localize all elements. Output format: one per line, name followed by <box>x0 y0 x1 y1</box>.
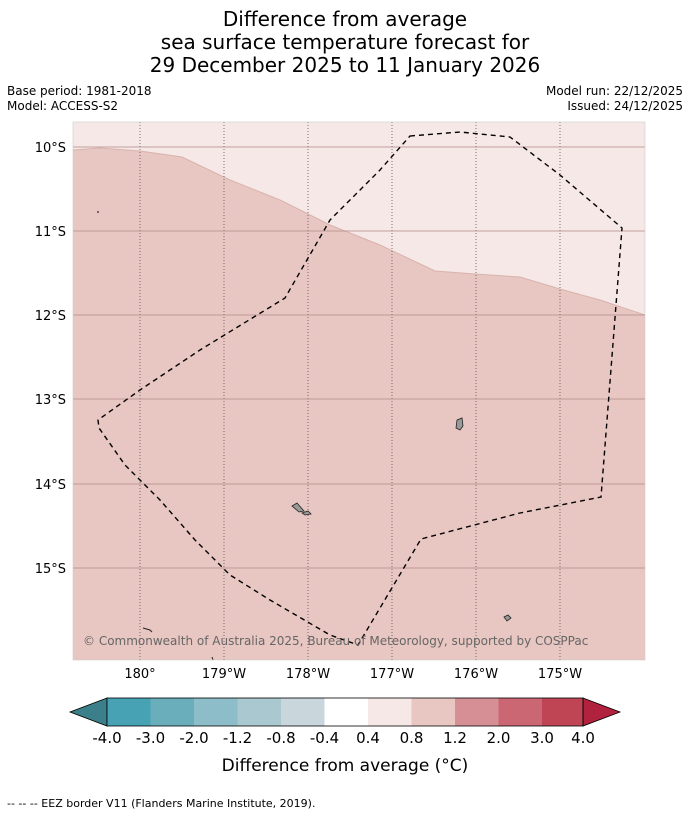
colorbar-tick-label: -3.0 <box>136 729 165 747</box>
colorbar-label: Difference from average (°C) <box>221 756 469 776</box>
title-line-2: sea surface temperature forecast for <box>160 30 530 54</box>
copyright-text: © Commonwealth of Australia 2025, Bureau… <box>83 634 588 648</box>
colorbar-band <box>324 698 368 726</box>
island-northeast <box>455 417 464 431</box>
colorbar-band <box>237 698 281 726</box>
colorbar-tick-label: -0.4 <box>310 729 339 747</box>
lat-label-12s: 12°S <box>35 309 66 324</box>
island-southeast <box>503 614 512 622</box>
lon-labels: 180° 179°W 178°W 177°W 176°W 175°W <box>124 667 582 682</box>
colorbar-band <box>194 698 238 726</box>
colorbar-band <box>281 698 325 726</box>
lon-label-178w: 178°W <box>286 667 330 682</box>
colorbar-extend-min <box>68 697 108 727</box>
colorbar-band <box>368 698 412 726</box>
colorbar-tick-label: -0.8 <box>266 729 295 747</box>
island-southwest <box>142 627 153 633</box>
lon-label-176w: 176°W <box>454 667 498 682</box>
model-name: Model: ACCESS-S2 <box>7 99 119 113</box>
colorbar-band <box>411 698 455 726</box>
colorbar-tick-label: 3.0 <box>530 729 554 747</box>
meta-right: Model run: 22/12/2025 Issued: 24/12/2025 <box>546 84 683 114</box>
colorbar-tick-label: 1.2 <box>443 729 467 747</box>
band-boundary <box>73 147 645 316</box>
lat-labels: 10°S 11°S 12°S 13°S 14°S 15°S <box>35 141 66 577</box>
colorbar <box>68 697 622 727</box>
lon-label-179w: 179°W <box>202 667 246 682</box>
lat-label-10s: 10°S <box>35 141 66 156</box>
colorbar-tick-label: -1.2 <box>223 729 252 747</box>
lat-label-14s: 14°S <box>35 478 66 493</box>
island-south <box>211 656 214 660</box>
model-run: Model run: 22/12/2025 <box>545 84 683 98</box>
eez-border <box>97 131 623 646</box>
lat-label-13s: 13°S <box>35 393 66 408</box>
colorbar-band <box>107 698 151 726</box>
base-period: Base period: 1981-2018 <box>7 84 152 98</box>
map-frame <box>72 121 646 661</box>
gridlines <box>73 122 645 660</box>
colorbar-tick-label: 4.0 <box>571 729 595 747</box>
colorbar-tick-label: -2.0 <box>179 729 208 747</box>
colorbar-band <box>455 698 499 726</box>
lat-label-15s: 15°S <box>35 562 66 577</box>
colorbar-band <box>150 698 194 726</box>
map-title: Difference from average sea surface temp… <box>0 8 690 77</box>
lon-label-175w: 175°W <box>538 667 582 682</box>
colorbar-ticks: -4.0 -3.0 -2.0 -1.2 -0.8 -0.4 0.4 0.8 1.… <box>92 729 595 747</box>
islands <box>97 211 512 660</box>
colorbar-frame <box>106 697 584 727</box>
eez-footnote: -- -- -- EEZ border V11 (Flanders Marine… <box>7 797 316 810</box>
meta-left: Base period: 1981-2018 Model: ACCESS-S2 <box>7 84 152 114</box>
colorbar-tick-label: -4.0 <box>92 729 121 747</box>
colorbar-tick-label: 2.0 <box>487 729 511 747</box>
colorbar-band <box>498 698 542 726</box>
title-line-3: 29 December 2025 to 11 January 2026 <box>149 53 541 77</box>
issued-date: Issued: 24/12/2025 <box>567 99 683 113</box>
lon-label-180: 180° <box>124 667 155 682</box>
colorbar-tick-label: 0.4 <box>356 729 380 747</box>
island-northwest <box>97 211 99 213</box>
title-line-1: Difference from average <box>222 7 468 31</box>
colorbar-band <box>542 698 583 726</box>
colorbar-tick-label: 0.8 <box>400 729 424 747</box>
lat-label-11s: 11°S <box>35 225 66 240</box>
lon-label-177w: 177°W <box>370 667 414 682</box>
island-central-a <box>291 502 305 513</box>
island-central-b <box>301 510 312 516</box>
colorbar-extend-max <box>582 697 622 727</box>
